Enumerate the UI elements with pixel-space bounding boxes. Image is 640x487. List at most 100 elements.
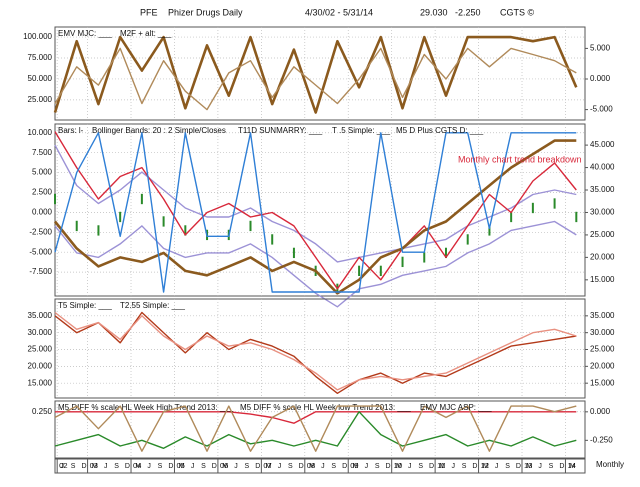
y2-tick-label: 35.000 [590, 185, 615, 194]
y-tick-label: -7.500 [29, 267, 52, 276]
series-line [53, 35, 578, 114]
x-minor-tick-label: M [266, 463, 272, 470]
x-tick-label: 03 [90, 461, 98, 470]
x-tick-label: 04 [133, 461, 141, 470]
x-minor-tick-label: M [439, 463, 445, 470]
y-tick-label: 0.000 [32, 207, 53, 216]
brand: CGTS © [500, 7, 535, 17]
price-change: -2.250 [455, 7, 481, 17]
x-minor-tick-label: S [201, 463, 206, 470]
legend-label: M2F + alt: ___ [120, 29, 172, 38]
series-line [53, 139, 577, 295]
x-minor-tick-label: S [549, 463, 554, 470]
x-minor-tick-label: J [234, 463, 238, 470]
y-tick-label: 25.000 [28, 95, 53, 104]
x-minor-tick-label: M [570, 463, 576, 470]
x-minor-tick-label: S [245, 463, 250, 470]
y2-tick-label: 30.000 [590, 328, 615, 337]
y2-tick-label: 45.000 [590, 140, 615, 149]
y2-tick-label: 20.000 [590, 361, 615, 370]
x-tick-label: 07 [263, 461, 271, 470]
x-minor-tick-label: J [495, 463, 499, 470]
series-line [54, 411, 577, 449]
series-line [54, 132, 577, 293]
y-tick-label: -5.000 [29, 247, 52, 256]
x-tick-label: 08 [307, 461, 315, 470]
y-tick-label: -2.500 [29, 227, 52, 236]
x-minor-tick-label: M [483, 463, 489, 470]
x-minor-tick-label: D [429, 463, 434, 470]
legend-label: M5 DIFF % scale HL Week High Trend 2013:… [58, 403, 234, 412]
y2-tick-label: 30.000 [590, 208, 615, 217]
x-minor-tick-label: J [408, 463, 412, 470]
y-tick-label: 20.000 [28, 361, 53, 370]
x-minor-tick-label: D [168, 463, 173, 470]
legend-label: M5 D Plus CGTS D: ___ [396, 126, 484, 135]
x-minor-tick-label: M [353, 463, 359, 470]
annotation: Monthly chart trend breakdown [458, 154, 582, 164]
panel-frame [54, 26, 586, 121]
y-tick-label: 10.000 [28, 128, 53, 137]
x-tick-label: 10 [394, 461, 402, 470]
x-tick-label: 12 [481, 461, 489, 470]
x-minor-tick-label: D [81, 463, 86, 470]
y-tick-label: 25.000 [28, 345, 53, 354]
x-minor-tick-label: J [104, 463, 108, 470]
last-price: 29.030 [420, 7, 448, 17]
x-minor-tick-label: D [386, 463, 391, 470]
y-tick-label: 75.000 [28, 53, 53, 62]
y-tick-label: 100.000 [23, 32, 52, 41]
legend-label: T5 Simple: ___ [58, 301, 112, 310]
x-axis-frame [54, 458, 586, 474]
x-minor-tick-label: J [321, 463, 325, 470]
y2-tick-label: 20.000 [590, 252, 615, 261]
x-minor-tick-label: M [309, 463, 315, 470]
symbol: PFE [140, 7, 158, 17]
y-tick-label: 0.250 [32, 407, 53, 416]
legend-label: EMV MJC ASP: ___ [420, 403, 492, 412]
x-minor-tick-label: M [92, 463, 98, 470]
x-minor-tick-label: S [375, 463, 380, 470]
x-minor-tick-label: J [451, 463, 455, 470]
legend-label: Bars: l- [58, 126, 84, 135]
x-minor-tick-label: J [278, 463, 282, 470]
x-tick-label: 14 [567, 461, 575, 470]
instrument-name: Phizer Drugs Daily [168, 7, 243, 17]
x-minor-tick-label: S [331, 463, 336, 470]
series-line [54, 311, 577, 394]
x-minor-tick-label: S [288, 463, 293, 470]
x-tick-label: 05 [176, 461, 184, 470]
x-tick-label: 09 [350, 461, 358, 470]
x-minor-tick-label: D [255, 463, 260, 470]
x-minor-tick-label: S [71, 463, 76, 470]
x-minor-tick-label: J [538, 463, 542, 470]
x-minor-tick-label: M [179, 463, 185, 470]
y-tick-label: 7.500 [32, 148, 53, 157]
y-tick-label: 15.000 [28, 378, 53, 387]
x-tick-label: 06 [220, 461, 228, 470]
legend-label: T .5 Simple: ___ [332, 126, 391, 135]
x-minor-tick-label: M [135, 463, 141, 470]
y2-tick-label: 0.000 [590, 74, 611, 83]
series-line [54, 405, 577, 452]
x-minor-tick-label: D [559, 463, 564, 470]
x-minor-tick-label: D [212, 463, 217, 470]
x-minor-tick-label: S [114, 463, 119, 470]
x-minor-tick-label: J [191, 463, 195, 470]
panel-frame [54, 400, 586, 459]
x-minor-tick-label: S [505, 463, 510, 470]
y2-tick-label: 15.000 [590, 378, 615, 387]
legend-label: T2.55 Simple: ___ [120, 301, 185, 310]
x-minor-tick-label: S [158, 463, 163, 470]
series-line [54, 311, 577, 391]
series-line [55, 411, 577, 424]
y2-tick-label: 40.000 [590, 163, 615, 172]
x-tick-label: 11 [437, 461, 445, 470]
x-minor-tick-label: M [396, 463, 402, 470]
x-minor-tick-label: S [418, 463, 423, 470]
x-minor-tick-label: J [365, 463, 369, 470]
legend-label: M5 DIFF % scale HL Week low Trend 2013: … [240, 403, 411, 412]
x-minor-tick-label: M [526, 463, 532, 470]
y-tick-label: 35.000 [28, 311, 53, 320]
